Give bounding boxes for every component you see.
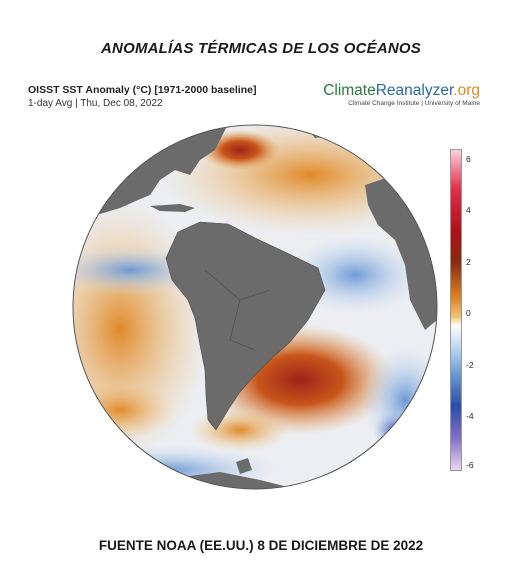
southeast-atlantic-cool	[360, 345, 437, 455]
source-footer: FUENTE NOAA (EE.UU.) 8 DE DICIEMBRE DE 2…	[98, 538, 424, 553]
colorbar-tick: -4	[466, 411, 474, 422]
deep-cool-patch	[373, 412, 417, 448]
climate-reanalyzer-logo: ClimateReanalyzer.org Climate Change Ins…	[323, 82, 480, 108]
country-borders	[204, 269, 271, 351]
antarctica-landmass	[175, 472, 320, 489]
anomaly-colorbar	[450, 149, 462, 471]
colorbar-tick: 4	[466, 205, 471, 216]
colorbar-tick: -2	[466, 359, 474, 370]
colorbar-tick: -6	[466, 459, 474, 470]
caribbean-islands	[150, 204, 195, 212]
brand-name: ClimateReanalyzer.org	[323, 82, 480, 99]
southeast-pacific-warm	[73, 380, 175, 440]
map-title: OISST SST Anomaly (°C) [1971-2000 baseli…	[28, 84, 257, 96]
drake-warm	[190, 408, 290, 452]
map-subtitle: 1-day Avg | Thu, Dec 08, 2022	[28, 98, 163, 109]
colorbar-tick: 6	[466, 153, 471, 164]
colorbar-ticks: 6 4 2 0 -2 -4 -6	[466, 149, 486, 471]
map-header: OISST SST Anomaly (°C) [1971-2000 baseli…	[28, 84, 256, 110]
south-america-landmass	[165, 221, 326, 431]
globe-outline	[72, 124, 438, 490]
antarctic-peninsula	[236, 458, 252, 474]
colorbar-tick: 0	[466, 308, 471, 319]
globe-surface	[73, 125, 437, 489]
infographic-title: ANOMALÍAS TÉRMICAS DE LOS OCÉANOS	[101, 40, 421, 57]
colorbar-tick: 2	[466, 256, 471, 267]
brand-subtitle: Climate Change Institute | University of…	[348, 100, 480, 107]
